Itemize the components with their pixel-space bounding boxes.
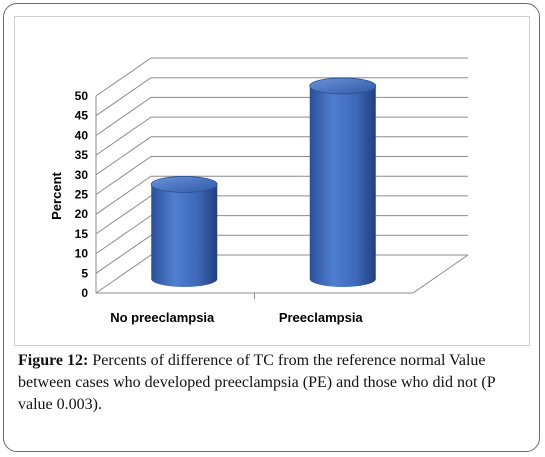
grid-line [95,57,468,97]
caption-label: Figure 12: [18,352,89,369]
chart-area [14,16,530,346]
y-tick-label: 30 [75,168,89,182]
y-tick-label: 35 [75,148,89,162]
x-tick-label: No preeclampsia [110,310,215,325]
y-tick-label: 15 [75,227,89,241]
floor-edge [96,254,469,294]
y-tick-label: 40 [75,128,89,142]
caption-text: Percents of difference of TC from the re… [18,352,496,413]
bar-body [309,85,376,287]
bar-top [309,77,377,95]
y-axis: 0 5 10 15 20 25 30 35 40 45 50 No preeclampsia Preec… [75,89,364,325]
grid-line [95,96,468,136]
y-tick-label: 5 [81,266,88,280]
bar-1 [309,77,377,287]
grid-line [95,116,468,156]
bar-body [151,184,218,287]
grid-line [95,77,468,117]
x-tick-label: Preeclampsia [279,310,364,325]
y-tick-label: 0 [81,286,88,300]
bar-top [150,176,218,193]
bar-0 [150,176,218,287]
y-tick-label: 25 [75,188,89,202]
y-axis-label: Percent [49,171,64,219]
y-tick-label: 50 [75,89,89,103]
y-tick-label: 20 [75,207,89,221]
y-tick-label: 10 [75,247,89,261]
grid-line [95,136,468,176]
figure-caption: Figure 12: Percents of difference of TC … [18,350,528,416]
bars [150,77,377,287]
y-tick-label: 45 [75,109,89,123]
